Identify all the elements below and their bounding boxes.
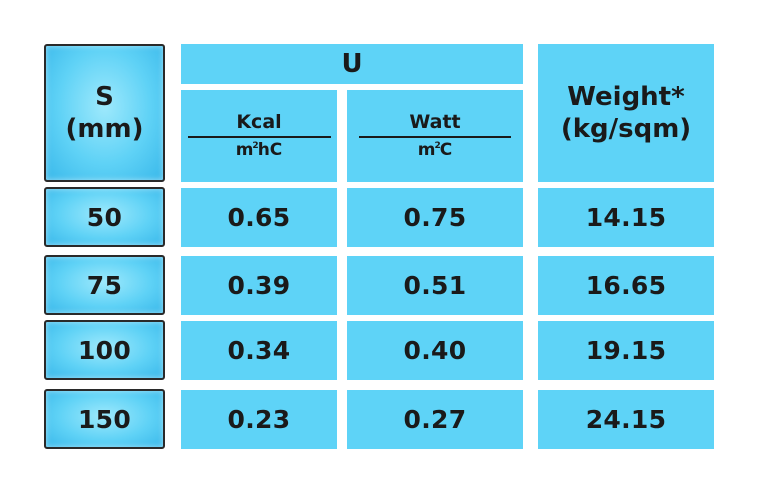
- header-s-cell: S (mm): [44, 44, 165, 182]
- watt-cell-row-2: 0.51: [347, 256, 523, 315]
- header-watt-cell: Watt m2C: [347, 90, 523, 182]
- s-label: S: [95, 81, 114, 112]
- watt-cell-row-3: 0.40: [347, 321, 523, 380]
- header-weight-cell: Weight* (kg/sqm): [538, 44, 714, 182]
- kcal-numerator: Kcal: [236, 111, 282, 133]
- weight-label: Weight*: [567, 81, 685, 112]
- kcal-cell-row-1: 0.65: [181, 188, 337, 247]
- kcal-denominator: m2hC: [235, 140, 283, 160]
- kcal-cell-row-4: 0.23: [181, 390, 337, 449]
- weight-cell-row-1: 14.15: [538, 188, 714, 247]
- watt-cell-row-1: 0.75: [347, 188, 523, 247]
- s-cell-row-4: 150: [44, 389, 165, 449]
- watt-denominator: m2C: [417, 140, 453, 160]
- watt-unit-fraction: Watt m2C: [359, 113, 511, 159]
- kcal-unit-fraction: Kcal m2hC: [187, 111, 331, 160]
- s-cell-row-2: 75: [44, 255, 165, 315]
- header-kcal-cell: Kcal m2hC: [181, 90, 337, 182]
- kcal-fraction-line: [187, 136, 331, 138]
- kcal-cell-row-3: 0.34: [181, 321, 337, 380]
- s-unit: (mm): [65, 114, 144, 144]
- weight-unit: (kg/sqm): [560, 114, 692, 144]
- weight-cell-row-2: 16.65: [538, 256, 714, 315]
- watt-numerator: Watt: [409, 111, 461, 133]
- kcal-cell-row-2: 0.39: [181, 256, 337, 315]
- weight-cell-row-4: 24.15: [538, 390, 714, 449]
- s-cell-row-3: 100: [44, 320, 165, 380]
- watt-fraction-line: [359, 136, 511, 138]
- weight-cell-row-3: 19.15: [538, 321, 714, 380]
- watt-cell-row-4: 0.27: [347, 390, 523, 449]
- s-cell-row-1: 50: [44, 187, 165, 247]
- header-u-cell: U: [181, 44, 523, 84]
- u-label: U: [341, 48, 363, 79]
